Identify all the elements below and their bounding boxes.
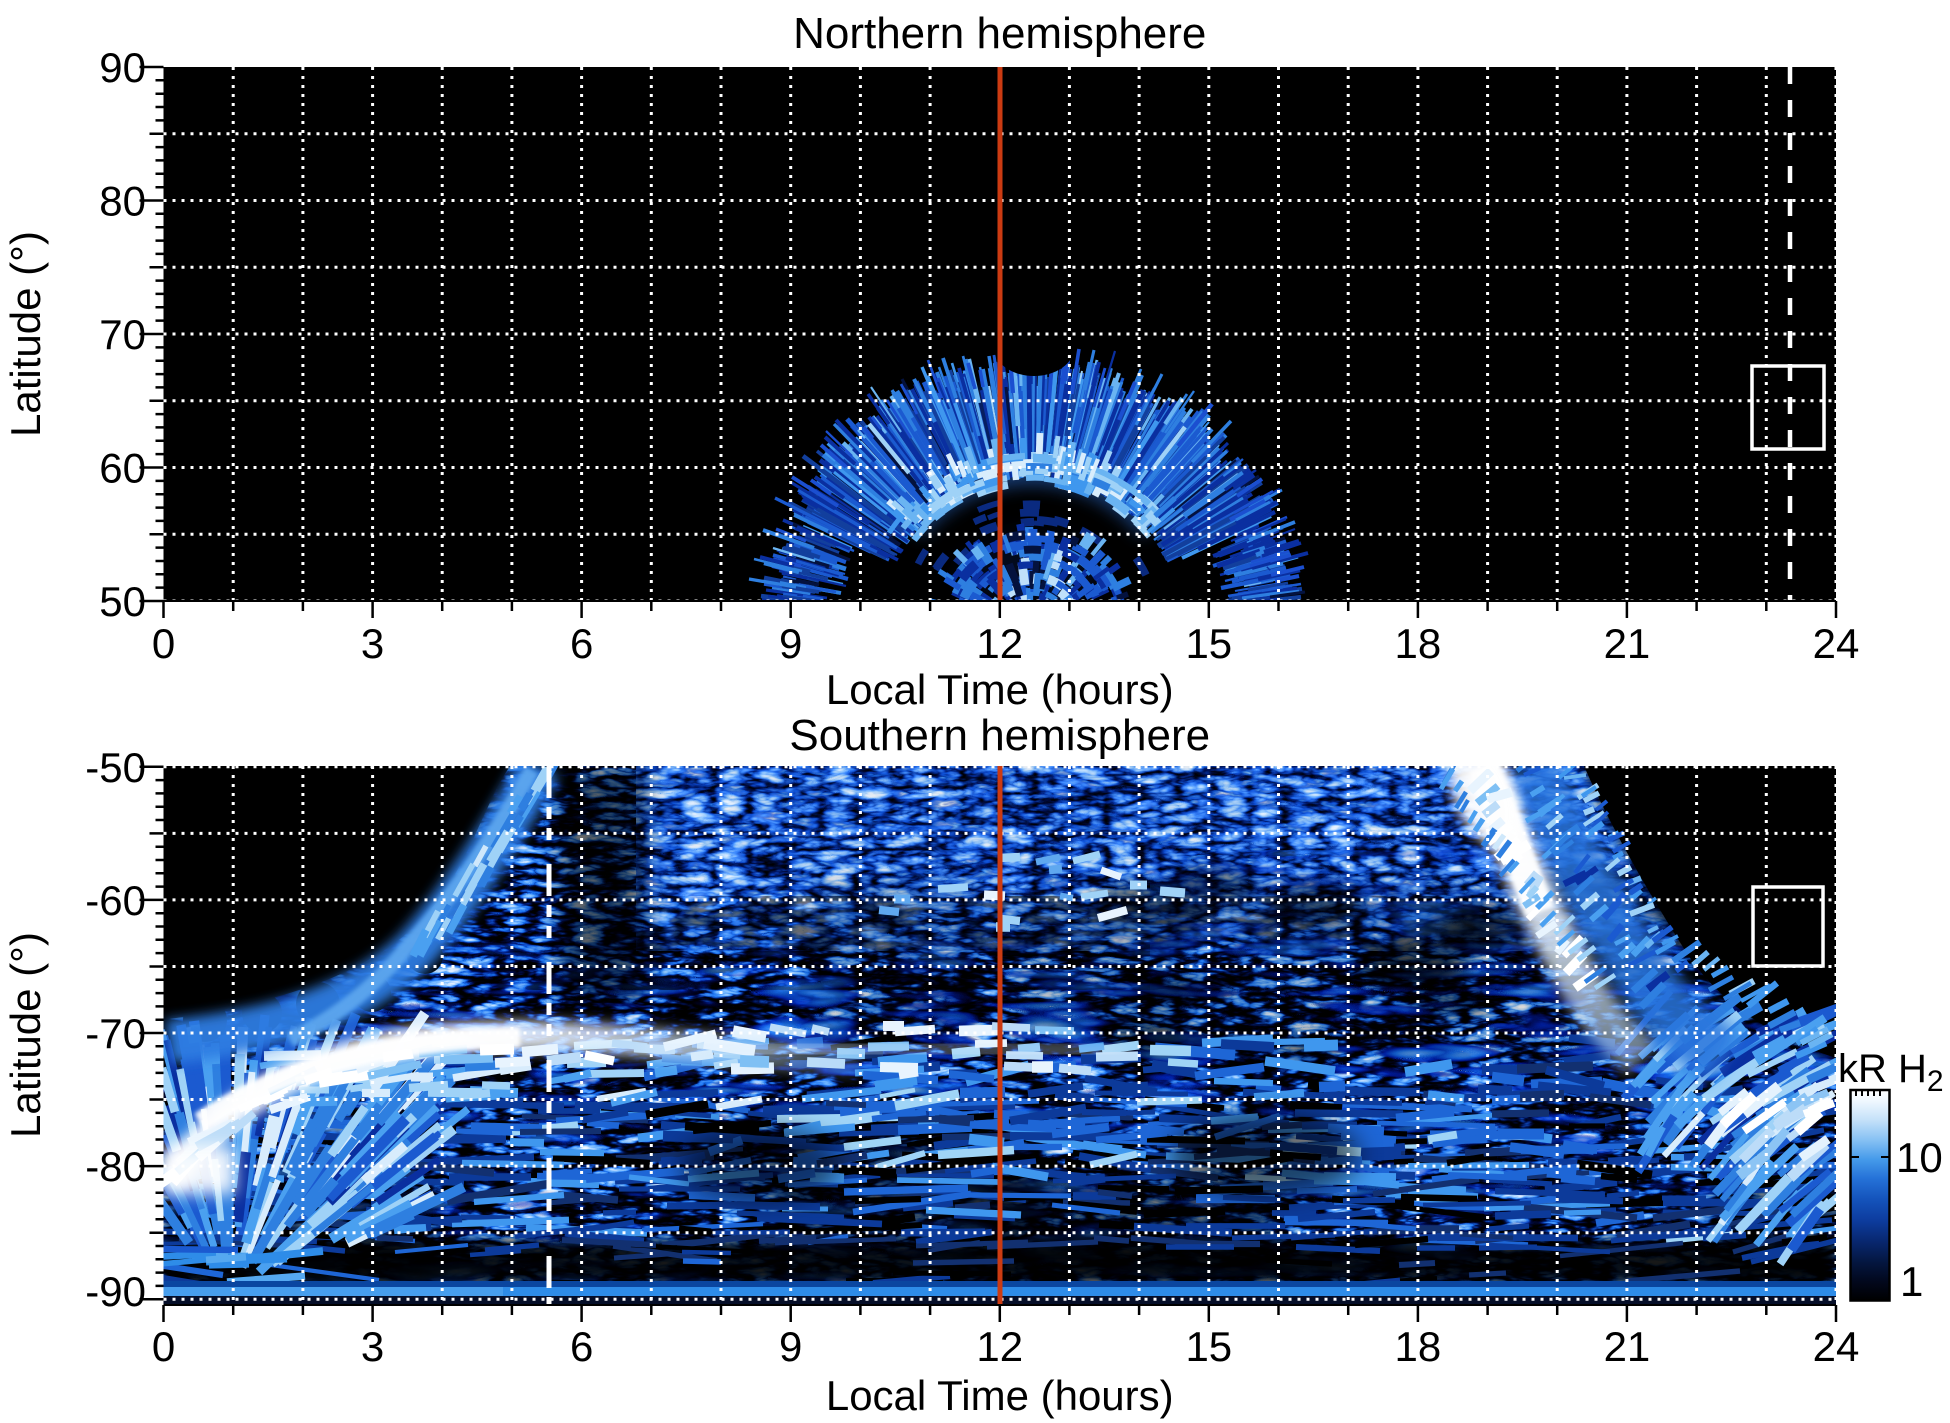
svg-text:Latitude (°): Latitude (°) bbox=[2, 932, 49, 1138]
svg-text:Northern hemisphere: Northern hemisphere bbox=[793, 9, 1206, 58]
svg-text:9: 9 bbox=[779, 1323, 802, 1370]
svg-text:Latitude (°): Latitude (°) bbox=[2, 231, 49, 437]
svg-text:3: 3 bbox=[361, 620, 384, 667]
svg-text:0: 0 bbox=[152, 620, 175, 667]
svg-text:Local Time (hours): Local Time (hours) bbox=[826, 666, 1174, 713]
svg-text:50: 50 bbox=[99, 578, 146, 625]
svg-text:-90: -90 bbox=[85, 1268, 146, 1315]
svg-text:6: 6 bbox=[570, 1323, 593, 1370]
svg-text:-70: -70 bbox=[85, 1010, 146, 1057]
svg-text:60: 60 bbox=[99, 445, 146, 492]
svg-text:15: 15 bbox=[1185, 1323, 1232, 1370]
svg-text:90: 90 bbox=[99, 44, 146, 91]
svg-text:24: 24 bbox=[1813, 1323, 1860, 1370]
svg-text:12: 12 bbox=[976, 620, 1023, 667]
svg-text:0: 0 bbox=[152, 1323, 175, 1370]
svg-text:-50: -50 bbox=[85, 744, 146, 791]
svg-text:6: 6 bbox=[570, 620, 593, 667]
svg-text:10: 10 bbox=[1896, 1134, 1943, 1181]
svg-text:3: 3 bbox=[361, 1323, 384, 1370]
svg-text:kR H2: kR H2 bbox=[1838, 1047, 1944, 1098]
svg-text:21: 21 bbox=[1604, 620, 1651, 667]
svg-text:1: 1 bbox=[1900, 1258, 1923, 1305]
svg-text:Southern hemisphere: Southern hemisphere bbox=[789, 711, 1210, 760]
svg-text:Local Time (hours): Local Time (hours) bbox=[826, 1372, 1174, 1419]
svg-text:12: 12 bbox=[976, 1323, 1023, 1370]
svg-text:80: 80 bbox=[99, 178, 146, 225]
svg-text:24: 24 bbox=[1813, 620, 1860, 667]
svg-text:21: 21 bbox=[1604, 1323, 1651, 1370]
svg-text:-80: -80 bbox=[85, 1143, 146, 1190]
svg-text:9: 9 bbox=[779, 620, 802, 667]
svg-text:-60: -60 bbox=[85, 877, 146, 924]
svg-text:18: 18 bbox=[1395, 1323, 1442, 1370]
svg-text:70: 70 bbox=[99, 311, 146, 358]
svg-text:18: 18 bbox=[1395, 620, 1442, 667]
svg-text:15: 15 bbox=[1185, 620, 1232, 667]
